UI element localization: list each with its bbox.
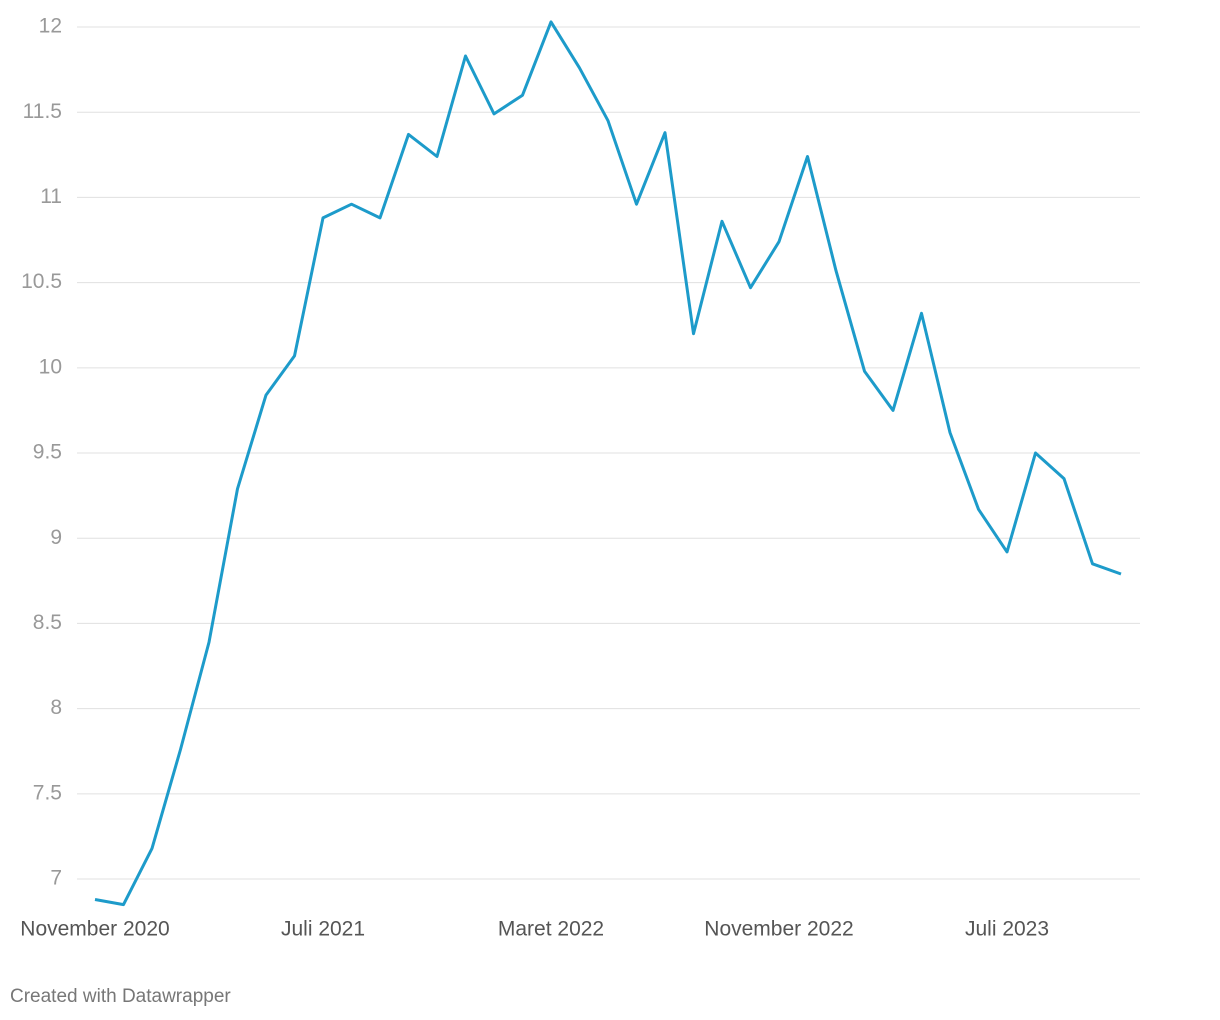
y-tick-label: 10 bbox=[39, 355, 62, 378]
x-tick-label: Juli 2023 bbox=[965, 918, 1049, 941]
y-tick-label: 10.5 bbox=[21, 270, 62, 293]
x-tick-label: November 2020 bbox=[20, 918, 169, 941]
y-tick-label: 7.5 bbox=[33, 781, 62, 804]
y-tick-label: 8 bbox=[50, 696, 62, 719]
y-tick-label: 11 bbox=[40, 185, 62, 208]
y-tick-label: 12 bbox=[39, 15, 62, 38]
line bbox=[94, 20, 1122, 907]
x-tick-label: Juli 2021 bbox=[281, 918, 365, 941]
y-tick-label: 11.5 bbox=[23, 100, 62, 123]
x-tick-label: November 2022 bbox=[704, 918, 853, 941]
y-tick-label: 9.5 bbox=[33, 441, 62, 464]
x-tick-label: Maret 2022 bbox=[498, 918, 604, 941]
y-tick-label: 9 bbox=[50, 526, 62, 549]
y-tick-label: 7 bbox=[50, 867, 62, 890]
y-tick-label: 8.5 bbox=[33, 611, 62, 634]
credit: Created with Datawrapper bbox=[10, 986, 231, 1007]
